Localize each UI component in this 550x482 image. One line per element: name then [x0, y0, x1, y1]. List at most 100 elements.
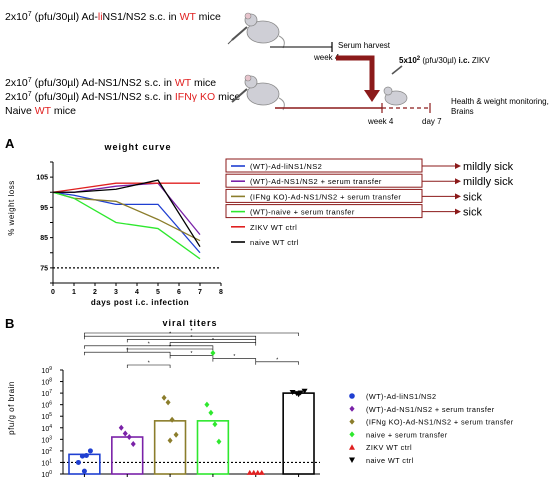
titer-point: [161, 394, 167, 401]
weight-x-tick-label: 2: [93, 289, 97, 296]
titer-chart-bars: [68, 388, 315, 477]
titer-y-tick-label: 105: [41, 412, 52, 421]
titer-bar: [196, 420, 230, 475]
significance-bracket: [126, 364, 171, 368]
schema-row3: 2x107 (pfu/30µl) Ad-NS1/NS2 s.c. in IFNγ…: [5, 91, 240, 103]
legend-label: ZIKV WT ctrl: [250, 223, 297, 232]
legend-marker: [349, 457, 355, 463]
titer-point: [254, 469, 261, 475]
titer-point: [250, 469, 257, 475]
weight-series-line: [52, 191, 201, 260]
monitor-label-1: Health & weight monitoring,: [451, 97, 549, 106]
legend-label: ZIKV WT ctrl: [366, 443, 412, 452]
titer-point: [75, 459, 81, 465]
weight-x-tick-label: 3: [114, 289, 118, 296]
legend-label: naive WT ctrl: [366, 456, 414, 465]
outcome-arrow-head: [455, 193, 461, 200]
weight-series-line: [52, 191, 201, 254]
legend-label: naive + serum transfer: [366, 430, 448, 439]
weight-chart-lines: [52, 179, 201, 260]
mouse-icon-2: [244, 74, 285, 111]
legend-label: naive WT ctrl: [250, 238, 299, 247]
titer-point: [130, 440, 136, 447]
legend-label: (WT)-Ad-NS1/NS2 + serum transfer: [250, 177, 382, 186]
titer-point: [118, 424, 124, 431]
significance-bracket: [255, 361, 299, 365]
legend-marker: [349, 405, 355, 412]
titer-point: [83, 453, 89, 459]
syringe-icon-2: [231, 88, 248, 103]
significance-bracket: [169, 342, 257, 346]
significance-star: *: [191, 329, 193, 335]
significance-bracket: [84, 345, 214, 349]
titer-chart-title: viral titers: [162, 318, 217, 328]
titer-y-tick-label: 107: [41, 389, 52, 398]
weight-chart-axes: 0 1 2 3 4 5 6 7 8 75 85 95 105: [36, 161, 223, 296]
titer-y-tick-label: 108: [41, 378, 52, 387]
titer-point: [167, 437, 173, 444]
weight-x-tick-label: 6: [177, 289, 181, 296]
outcome-label: sick: [463, 191, 482, 203]
legend-label: (WT)-Ad-liNS1/NS2: [366, 392, 436, 401]
titer-y-tick-label: 102: [41, 447, 52, 456]
weight-x-tick-label: 4: [135, 289, 139, 296]
titer-point: [169, 416, 175, 423]
significance-star: *: [169, 345, 171, 351]
significance-brackets: ***********: [84, 329, 299, 368]
significance-star: *: [148, 341, 150, 347]
zikv-label: 5x102 (pfu/30µl) i.c. ZIKV: [399, 56, 490, 65]
significance-star: *: [191, 335, 193, 341]
titer-point: [301, 388, 308, 394]
weight-chart-title: weight curve: [103, 142, 171, 152]
panel-a-letter: A: [5, 136, 15, 151]
titer-point: [208, 409, 214, 416]
titer-y-tick-label: 104: [41, 424, 52, 433]
outcome-arrow-head: [455, 208, 461, 215]
panel-b-letter: B: [5, 316, 14, 331]
weight-x-tick-label: 1: [72, 289, 76, 296]
legend-label: (WT)-Ad-NS1/NS2 + serum transfer: [366, 405, 495, 414]
outcome-label: mildly sick: [463, 161, 514, 173]
titer-y-tick-label: 101: [41, 458, 52, 467]
titer-point: [81, 468, 87, 474]
weight-legend: (WT)-Ad-liNS1/NS2 (WT)-Ad-NS1/NS2 + serum…: [225, 158, 514, 247]
week4-top-label: week 4: [313, 53, 340, 62]
titer-bar: [153, 420, 187, 475]
serum-harvest-label: Serum harvest: [338, 41, 391, 50]
significance-star: *: [212, 338, 214, 344]
significance-star: *: [233, 354, 235, 360]
weight-series-line: [52, 182, 200, 193]
significance-bracket: [126, 339, 257, 343]
syringe-icon-zikv: [391, 65, 403, 75]
titer-point: [258, 469, 265, 475]
outcome-arrow-head: [455, 178, 461, 185]
legend-marker: [349, 393, 355, 399]
significance-star: *: [126, 348, 128, 354]
titer-point: [295, 392, 302, 398]
titer-point: [204, 401, 210, 408]
outcome-arrow-head: [455, 163, 461, 169]
titer-chart-axes: 100 101 102 103 104 105 106 107 108 109: [41, 366, 320, 479]
titer-y-label: pfu/g of brain: [7, 381, 16, 435]
titer-bar: [111, 436, 144, 475]
weight-x-tick-label: 8: [219, 289, 223, 296]
significance-star: *: [191, 351, 193, 357]
weight-x-tick-label: 7: [198, 289, 202, 296]
schema-row1: 2x107 (pfu/30µl) Ad-liNS1/NS2 s.c. in WT…: [5, 11, 221, 23]
titer-point: [165, 399, 171, 406]
weight-y-tick-label: 95: [40, 205, 48, 212]
weight-y-tick-label: 105: [36, 175, 48, 182]
mouse-icon: [244, 12, 285, 49]
weight-x-tick-label: 5: [156, 289, 160, 296]
outcome-label: sick: [463, 207, 482, 219]
legend-marker: [349, 431, 355, 438]
titer-point: [212, 421, 218, 428]
legend-marker: [349, 418, 355, 425]
titer-point: [173, 431, 179, 438]
legend-label: (WT)-Ad-liNS1/NS2: [250, 162, 322, 171]
day7-label: day 7: [422, 117, 442, 126]
significance-bracket: [84, 335, 257, 340]
titer-legend: (WT)-Ad-liNS1/NS2 (WT)-Ad-NS1/NS2 + serum…: [349, 392, 513, 465]
significance-bracket: [84, 332, 299, 336]
